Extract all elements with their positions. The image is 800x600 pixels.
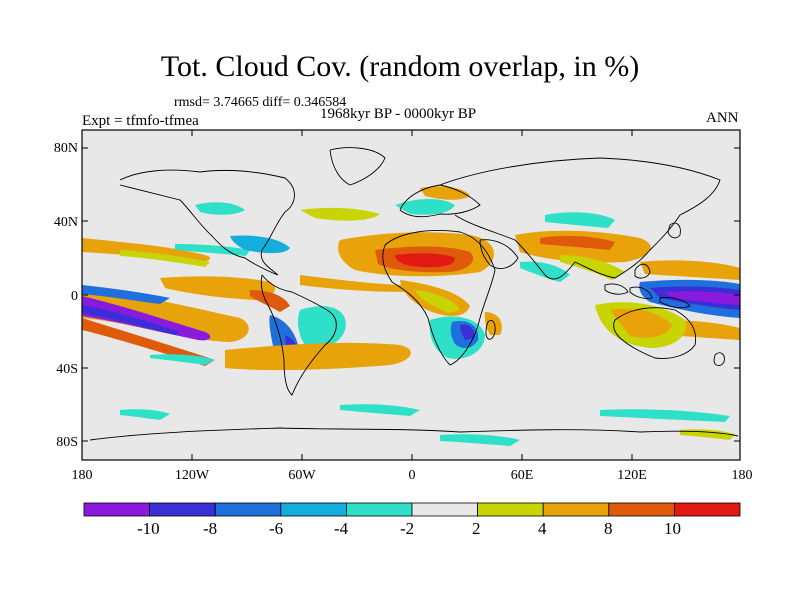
contour-namerica-blue: [230, 235, 290, 254]
contour-npac-cyan: [195, 202, 245, 215]
contour-australia-orange: [610, 308, 672, 338]
colorbar-box-5: [411, 502, 478, 517]
y-tick-40s: 40S: [56, 362, 78, 377]
x-tick-120e: 120E: [617, 468, 647, 483]
colorbar-box-8: [608, 502, 675, 517]
stats-text: rmsd= 3.74665 diff= 0.346584: [174, 95, 347, 110]
x-tick-60e: 60E: [510, 468, 534, 483]
contour-pacific-east-positive: [82, 290, 249, 342]
colorbar-label-minus8: -8: [203, 519, 218, 538]
period-text: 1968kyr BP - 0000kyr BP: [320, 106, 477, 122]
contour-pacific-east-purple: [82, 296, 211, 341]
anomaly-field: [82, 186, 740, 446]
colorbar-label-2: 2: [472, 519, 481, 538]
coast-north-america: [119, 169, 295, 276]
colorbar-label-4: 4: [538, 519, 547, 538]
colorbar-label-minus6: -6: [269, 519, 284, 538]
y-tick-80s: 80S: [56, 435, 78, 450]
contour-satlantic-orange: [225, 342, 411, 371]
coast-new-guinea: [659, 297, 691, 309]
coastlines: [89, 147, 739, 441]
colorbar-label-minus2: -2: [400, 519, 415, 538]
colorbar-box-3: [280, 502, 347, 517]
coast-greenland: [329, 147, 386, 186]
coast-south-america: [260, 274, 337, 396]
contour-so-cyan-2: [340, 404, 420, 416]
colorbar-label-minus10: -10: [137, 519, 160, 538]
coast-asia: [439, 157, 721, 280]
contour-so-cyan-4: [600, 409, 730, 422]
y-tick-40n: 40N: [53, 215, 78, 230]
contour-india-cyan: [520, 261, 570, 282]
contour-natlantic-yellow: [300, 207, 380, 221]
coast-philippines: [634, 263, 651, 279]
contour-wpacific-purple: [665, 291, 740, 305]
x-tick-60w: 60W: [288, 468, 316, 483]
colorbar-box-0: [83, 502, 150, 517]
contour-so-cyan-1: [120, 409, 170, 420]
contour-safrica-navy: [460, 324, 475, 340]
contour-central-africa-yellow: [415, 290, 460, 313]
contour-tropical-east-orange: [160, 276, 275, 300]
contour-sepac-cyan: [150, 354, 215, 365]
chart-title: Tot. Cloud Cov. (random overlap, in %): [160, 50, 640, 83]
coast-arabia: [479, 239, 519, 269]
x-tick-0: 0: [408, 468, 416, 483]
contour-npacific-west-orange: [640, 260, 740, 280]
coast-antarctica: [89, 427, 739, 441]
contour-bay-bengal-yellow: [560, 255, 625, 280]
contour-npacific-yellow: [120, 250, 210, 267]
coast-sumatra: [604, 283, 629, 295]
x-tick-180w: 180: [71, 468, 93, 483]
contour-so-cyan-3: [440, 434, 520, 446]
contour-africa-red: [395, 253, 455, 268]
contour-europe-cyan: [395, 198, 455, 215]
colorbar-box-7: [542, 502, 610, 517]
contour-npacific-orange: [82, 238, 211, 262]
contour-pacific-south-orange: [82, 318, 215, 366]
colorbar: [83, 502, 741, 517]
contour-asia-red: [540, 235, 615, 250]
coast-madagascar: [485, 320, 496, 340]
contour-equatorial-atlantic: [300, 275, 410, 292]
colorbar-box-6: [477, 502, 544, 517]
coast-europe: [399, 184, 481, 218]
contour-andes-red: [250, 290, 290, 312]
coast-africa: [382, 230, 496, 366]
coast-borneo: [629, 286, 653, 299]
colorbar-box-1: [149, 502, 216, 517]
x-tick-180e: 180: [731, 468, 753, 483]
contour-central-asia-cyan: [545, 212, 615, 228]
season-label: ANN: [706, 110, 739, 126]
contour-madagascar-orange: [484, 312, 502, 335]
colorbar-label-10: 10: [664, 519, 681, 538]
coast-new-zealand: [713, 352, 725, 367]
tick-marks: [82, 130, 740, 460]
y-tick-80n: 80N: [53, 141, 78, 156]
contour-pacific-east-blue: [82, 285, 170, 304]
experiment-label: Expt = tfmfo-tfmea: [82, 113, 199, 129]
coast-australia: [613, 307, 697, 359]
colorbar-box-2: [214, 502, 282, 517]
y-tick-0: 0: [71, 289, 78, 304]
colorbar-box-9: [674, 502, 741, 517]
colorbar-box-4: [345, 502, 413, 517]
coast-japan: [667, 222, 681, 239]
contour-pacific-east-navy: [82, 305, 180, 335]
x-tick-120w: 120W: [174, 468, 210, 483]
colorbar-label-8: 8: [604, 519, 613, 538]
colorbar-label-minus4: -4: [334, 519, 349, 538]
